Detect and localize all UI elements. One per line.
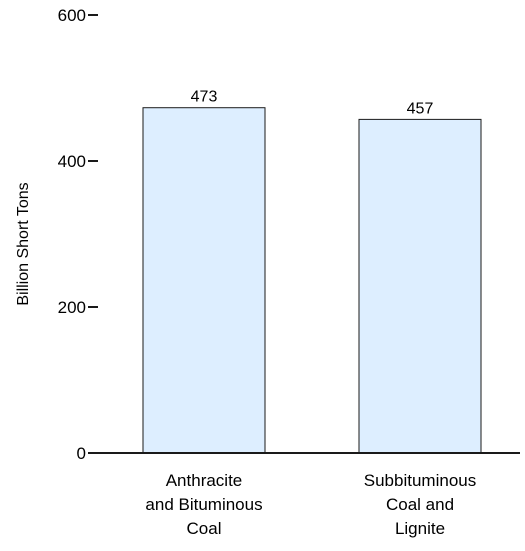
- bar-value-label: 457: [407, 100, 434, 117]
- x-category-label: Coal: [187, 519, 222, 538]
- x-category-label: Coal and: [386, 495, 454, 514]
- x-category-label: Anthracite: [166, 471, 243, 490]
- y-axis-title: Billion Short Tons: [15, 182, 32, 305]
- x-category-label: Subbituminous: [364, 471, 476, 490]
- y-axis: 0 200 400 600: [58, 6, 98, 463]
- y-tick-label: 600: [58, 6, 86, 25]
- y-tick-label: 400: [58, 152, 86, 171]
- y-tick-label: 200: [58, 298, 86, 317]
- x-category-label: Lignite: [395, 519, 445, 538]
- x-category-label: and Bituminous: [145, 495, 262, 514]
- bar-value-label: 473: [191, 89, 218, 106]
- y-tick-label: 0: [77, 444, 86, 463]
- bar: [142, 107, 266, 454]
- bar: [358, 118, 482, 454]
- bars: 473 457: [142, 89, 482, 454]
- x-axis-labels: Anthracite and Bituminous Coal Subbituminou…: [145, 471, 476, 538]
